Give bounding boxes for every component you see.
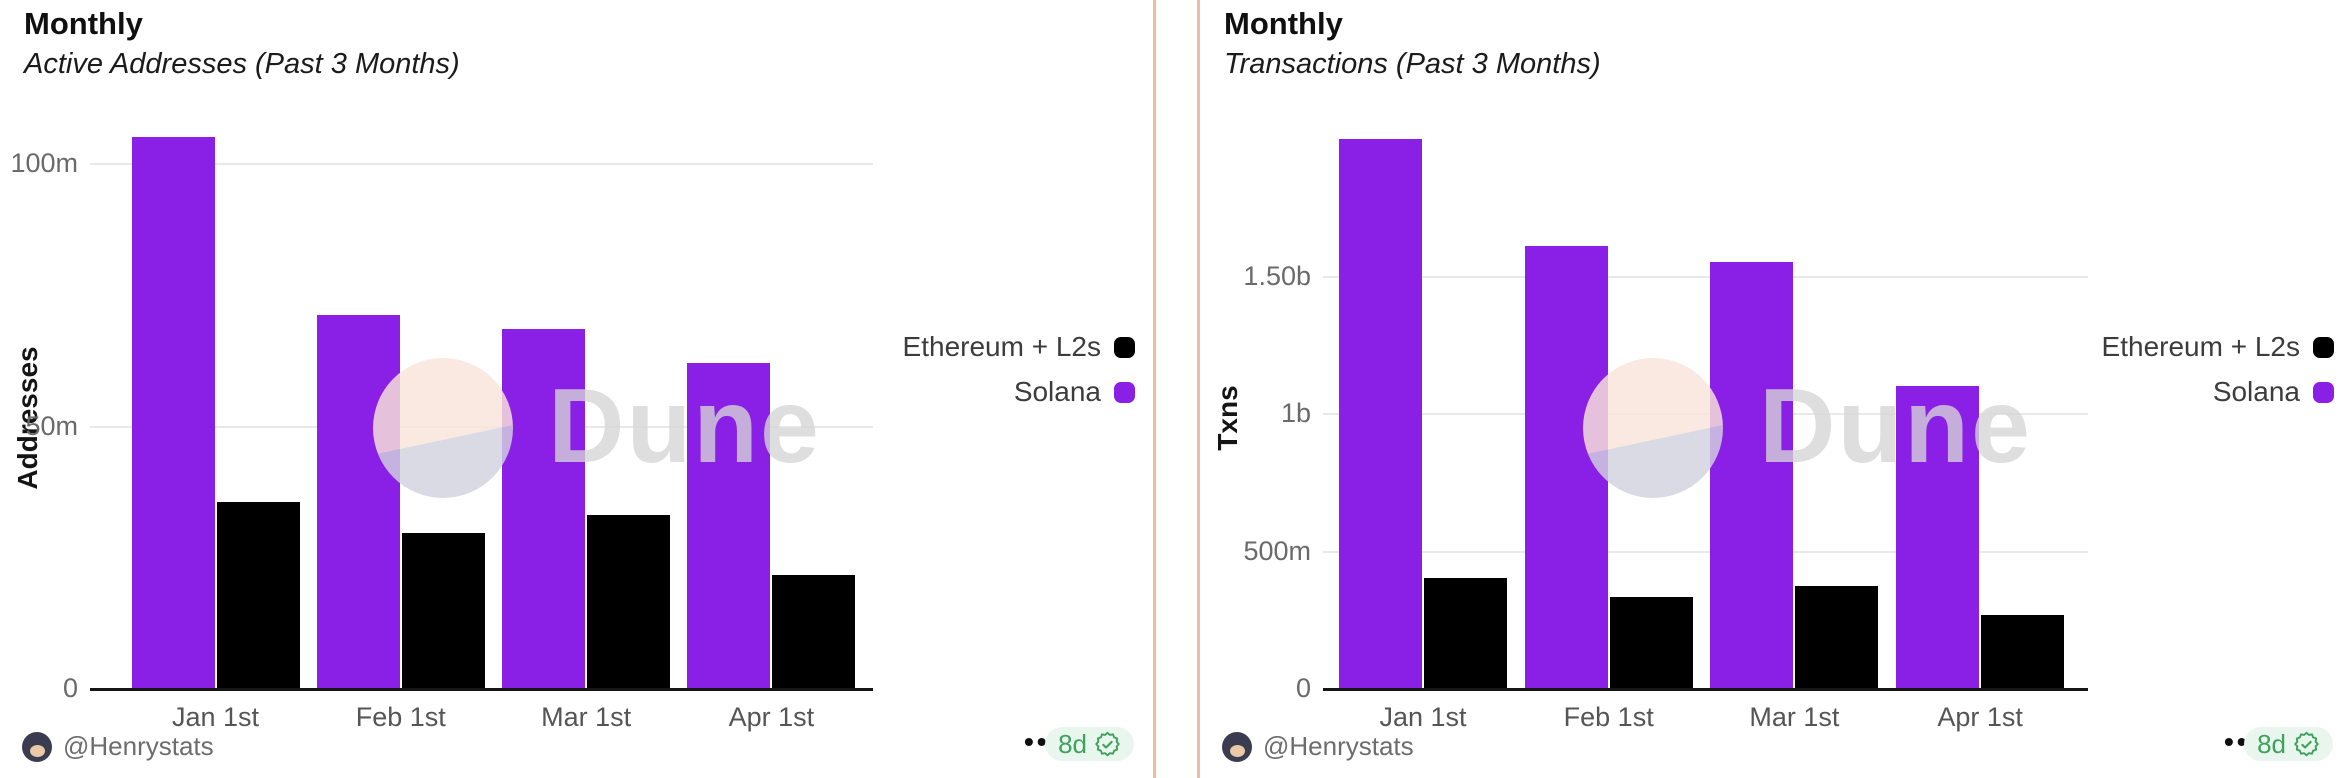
bar-ethereum-l2s-jan-1st [216, 501, 300, 688]
author-link[interactable]: @Henrystats [22, 731, 214, 762]
bar-solana-feb-1st [316, 315, 400, 688]
bar-ethereum-l2s-feb-1st [401, 533, 485, 688]
x-tick-label: Mar 1st [541, 702, 632, 732]
chart-title: Monthly [1224, 6, 1343, 41]
legend: Ethereum + L2s Solana [2102, 331, 2334, 408]
gridline [1323, 550, 2088, 553]
bar-solana-mar-1st [502, 328, 586, 688]
chart-title: Monthly [24, 6, 143, 41]
chart-subtitle: Transactions (Past 3 Months) [1224, 48, 1601, 80]
bar-solana-jan-1st [131, 136, 215, 688]
solana-swatch-icon [1114, 381, 1135, 403]
verified-check-icon [1095, 731, 1120, 756]
x-tick-label: Apr 1st [1937, 702, 2023, 732]
legend-label: Solana [2212, 376, 2300, 407]
y-tick-label: 0 [1295, 673, 1311, 703]
verified-check-icon [2294, 731, 2319, 756]
chart-card-transactions: Monthly Transactions (Past 3 Months) Txn… [1197, 0, 2352, 778]
y-tick-label: 500m [1243, 535, 1311, 566]
y-tick-label: 100m [10, 148, 78, 179]
legend-item-ethereum-l2s[interactable]: Ethereum + L2s [2102, 331, 2334, 363]
x-tick-label: Apr 1st [728, 702, 815, 732]
legend-item-ethereum-l2s[interactable]: Ethereum + L2s [903, 331, 1135, 363]
bar-ethereum-l2s-mar-1st [1795, 586, 1879, 688]
dune-logo-watermark-icon [373, 358, 513, 498]
chart-card-active-addresses: Monthly Active Addresses (Past 3 Months)… [0, 0, 1156, 778]
bar-solana-apr-1st [1896, 386, 1980, 688]
avatar-face [30, 744, 45, 757]
x-tick-label: Mar 1st [1749, 702, 1840, 732]
legend: Ethereum + L2s Solana [903, 331, 1135, 408]
bar-ethereum-l2s-jan-1st [1424, 578, 1507, 688]
ethereum-swatch-icon [1114, 336, 1135, 358]
y-tick-label: 1b [1280, 398, 1311, 429]
dune-logo-watermark-icon [1583, 358, 1723, 498]
x-tick-label: Jan 1st [1379, 702, 1467, 732]
legend-item-solana[interactable]: Solana [2213, 376, 2334, 408]
y-tick-label: 1.50b [1243, 261, 1311, 292]
legend-label: Ethereum + L2s [902, 331, 1101, 362]
y-tick-label: 50m [25, 410, 78, 441]
badge-age-label: 8d [2257, 728, 2286, 759]
plot-area: 0 50m 100m Jan 1st Feb 1st Mar 1st Apr 1st Dune [10, 95, 873, 732]
dune-watermark-text: Dune [548, 367, 821, 485]
legend-label: Solana [1013, 376, 1101, 407]
bar-ethereum-l2s-mar-1st [587, 514, 671, 688]
bar-solana-mar-1st [1710, 262, 1794, 688]
author-handle: @Henrystats [1263, 731, 1414, 761]
chart-subtitle: Active Addresses (Past 3 Months) [24, 48, 460, 80]
bar-solana-feb-1st [1524, 246, 1608, 688]
freshness-badge[interactable]: 8d [1045, 727, 1134, 761]
dune-watermark-text: Dune [1759, 367, 2032, 485]
author-link[interactable]: @Henrystats [1222, 731, 1414, 762]
bar-solana-jan-1st [1339, 138, 1422, 688]
avatar [1222, 731, 1252, 762]
legend-label: Ethereum + L2s [2101, 331, 2300, 362]
avatar [22, 731, 52, 762]
x-tick-label: Feb 1st [355, 702, 446, 732]
author-handle: @Henrystats [63, 731, 214, 761]
bar-ethereum-l2s-feb-1st [1609, 597, 1693, 688]
avatar-face [1230, 744, 1245, 757]
gridline [90, 163, 873, 166]
x-tick-label: Feb 1st [1563, 702, 1654, 732]
gridline [1323, 276, 2088, 279]
solana-swatch-icon [2313, 381, 2334, 403]
bar-ethereum-l2s-apr-1st [1981, 615, 2065, 688]
badge-age-label: 8d [1058, 728, 1087, 759]
plot-area: 0 500m 1b 1.50b Jan 1st Feb 1st Mar 1st Apr 1st… [1243, 95, 2088, 732]
y-tick-label: 0 [62, 673, 78, 703]
bar-solana-apr-1st [687, 362, 771, 688]
freshness-badge[interactable]: 8d [2244, 727, 2333, 761]
legend-item-solana[interactable]: Solana [1014, 376, 1135, 408]
bar-ethereum-l2s-apr-1st [772, 575, 856, 688]
ethereum-swatch-icon [2313, 336, 2334, 358]
x-tick-label: Jan 1st [171, 702, 260, 732]
